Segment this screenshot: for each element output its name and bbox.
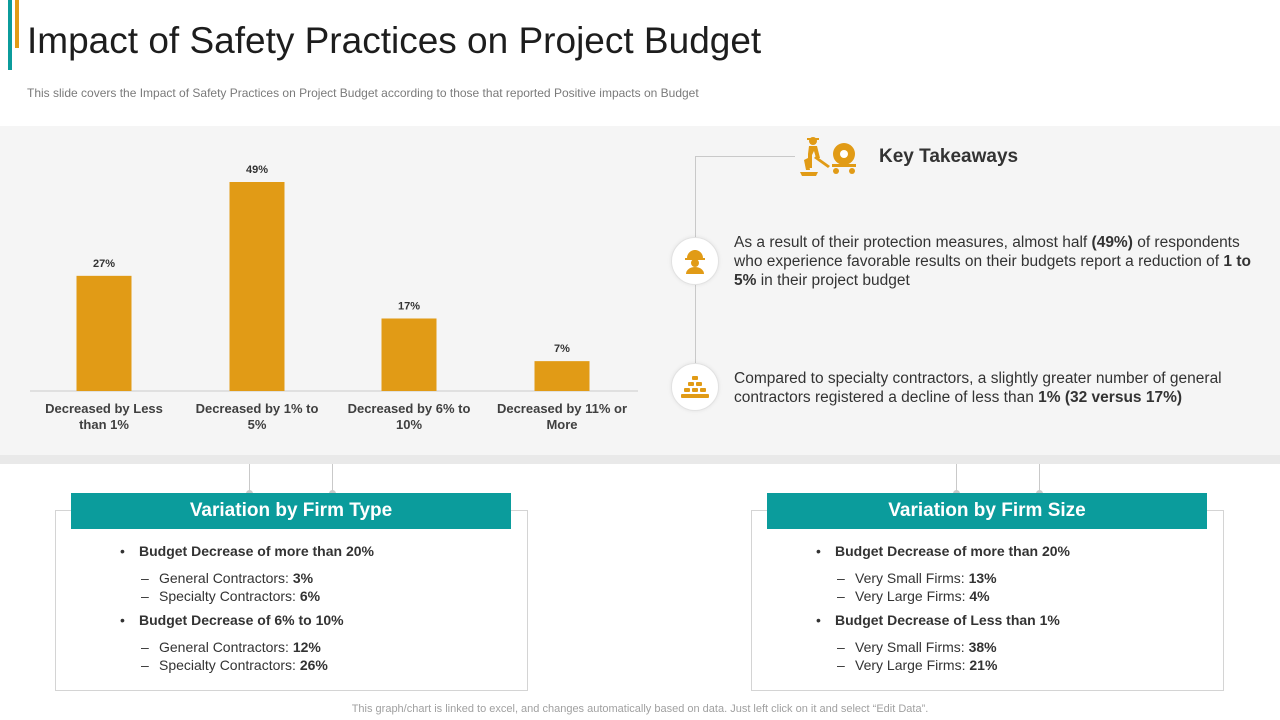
connector-line [695, 156, 795, 157]
worker-helmet-icon [671, 237, 719, 285]
accent-bar-teal [8, 0, 12, 70]
firm-size-box [751, 510, 1224, 691]
chart-panel-background [0, 126, 1280, 455]
bar [534, 361, 590, 391]
bar [76, 275, 132, 391]
firm-size-bullet-2: Budget Decrease of Less than 1% [835, 612, 1060, 628]
firm-size-b2-item-2: Very Large Firms: 21% [855, 657, 998, 673]
category-label: Decreased by 11% or [497, 401, 627, 416]
firm-type-bullet-1: Budget Decrease of more than 20% [139, 543, 374, 559]
bar [229, 182, 285, 391]
firm-type-b2-item-1: General Contractors: 12% [159, 639, 321, 655]
dash-marker: – [837, 639, 845, 655]
category-label: Decreased by 1% to [196, 401, 319, 416]
data-label: 27% [93, 258, 115, 270]
firm-size-b1-item-2: Very Large Firms: 4% [855, 588, 990, 604]
data-label: 49% [246, 164, 268, 176]
connector-line [1039, 464, 1040, 493]
key-takeaways-title: Key Takeaways [879, 146, 1019, 167]
dash-marker: – [141, 570, 149, 586]
firm-type-b1-item-2: Specialty Contractors: 6% [159, 588, 321, 604]
worker-with-cement-mixer-icon [796, 132, 860, 178]
firm-type-b2-item-2: Specialty Contractors: 26% [159, 657, 328, 673]
dash-marker: – [837, 657, 845, 673]
category-label: Decreased by 6% to [348, 401, 471, 416]
firm-size-bullet-1: Budget Decrease of more than 20% [835, 543, 1070, 559]
data-label: 7% [554, 343, 570, 355]
firm-type-bullet-2: Budget Decrease of 6% to 10% [139, 612, 344, 628]
bullet-marker: • [816, 612, 821, 628]
dash-marker: – [837, 570, 845, 586]
connector-line [332, 464, 333, 493]
bar [381, 318, 437, 391]
connector-line [956, 464, 957, 493]
category-label: More [546, 417, 577, 432]
firm-type-b1-item-1: General Contractors: 3% [159, 570, 314, 586]
bullet-marker: • [120, 612, 125, 628]
data-label: 17% [398, 300, 420, 312]
takeaway-2: Compared to specialty contractors, a sli… [734, 370, 1222, 406]
firm-size-b2-item-1: Very Small Firms: 38% [855, 639, 997, 655]
footer-note: This graph/chart is linked to excel, and… [351, 703, 929, 715]
panel-divider [0, 455, 1280, 464]
dash-marker: – [141, 639, 149, 655]
category-label: 10% [396, 417, 422, 432]
firm-size-b1-item-1: Very Small Firms: 13% [855, 570, 997, 586]
accent-bar-orange [15, 0, 19, 48]
firm-type-header: Variation by Firm Type [71, 493, 511, 529]
page-title: Impact of Safety Practices on Project Bu… [27, 20, 762, 61]
brick-stack-icon [671, 363, 719, 411]
firm-size-header: Variation by Firm Size [767, 493, 1207, 529]
bullet-marker: • [816, 543, 821, 559]
page-subtitle: This slide covers the Impact of Safety P… [27, 86, 699, 100]
takeaway-1: As a result of their protection measures… [734, 234, 1251, 289]
connector-line [249, 464, 250, 493]
category-label: Decreased by Less [45, 401, 163, 416]
category-label: than 1% [79, 417, 129, 432]
dash-marker: – [141, 588, 149, 604]
bullet-marker: • [120, 543, 125, 559]
dash-marker: – [837, 588, 845, 604]
dash-marker: – [141, 657, 149, 673]
category-label: 5% [248, 417, 267, 432]
